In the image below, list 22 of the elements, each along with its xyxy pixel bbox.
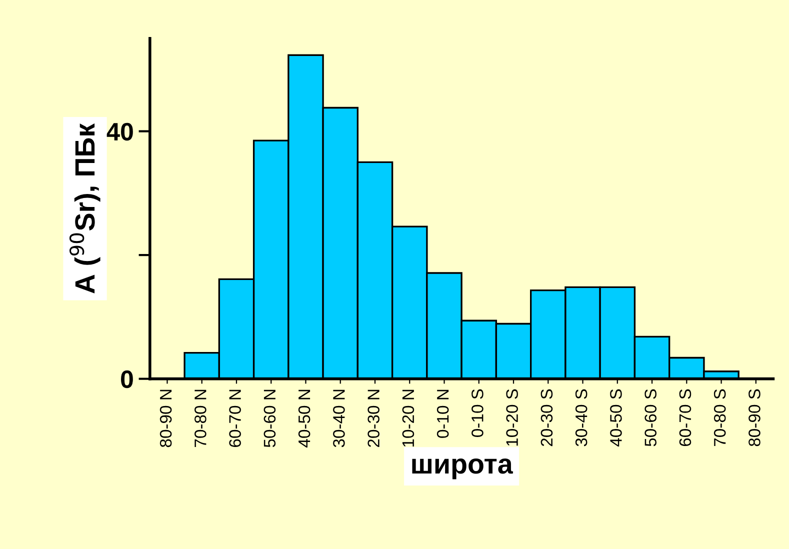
x-tick-label: 80-90 S	[748, 389, 760, 446]
x-tick-label: 60-70 S	[679, 389, 692, 446]
x-tick-label: 40-50 S	[610, 389, 622, 447]
x-tick-label: 60-70 N	[229, 390, 241, 447]
x-tick-label: 10-20 S	[506, 389, 518, 446]
y-tick-label: 40	[106, 122, 133, 141]
x-tick-label: 40-50 N	[298, 390, 310, 448]
y-axis-title: A ($^{90}$Sr), ПБк	[69, 123, 100, 294]
x-tick-label: 0-10 N	[436, 390, 449, 438]
x-tick-label: 80-90 N	[160, 390, 172, 448]
x-tick-label: 20-30 S	[540, 389, 553, 446]
x-tick-label: 30-40 N	[333, 390, 345, 448]
x-axis-title: широта	[412, 458, 514, 480]
x-tick-label: 70-80 N	[194, 390, 206, 447]
x-tick-label: 50-60 N	[264, 390, 276, 448]
y-tick-label: 0	[121, 370, 133, 388]
x-tick-label: 70-80 S	[714, 389, 726, 446]
x-tick-label: 20-30 N	[368, 390, 380, 447]
x-tick-label: 10-20 N	[402, 390, 414, 447]
x-tick-label: 0-10 S	[472, 389, 484, 437]
x-tick-label: 30-40 S	[575, 389, 588, 446]
x-tick-label: 50-60 S	[644, 389, 656, 446]
